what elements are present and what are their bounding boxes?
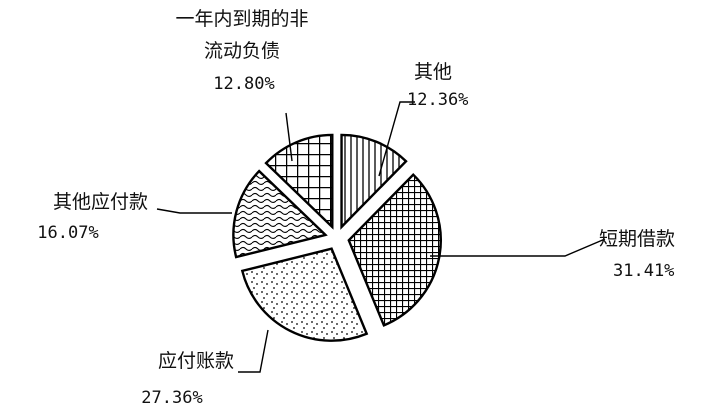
slice-short-term-loans [347,172,442,327]
slice-value-other: 12.36% [407,90,468,110]
slice-value-other-payables: 16.07% [37,223,98,243]
slice-label-other-payables: 其他应付款 [53,191,148,213]
slice-label-short-term-loans: 短期借款 [599,228,675,250]
labels-layer: 其他 12.36% 短期借款 31.41% 应付账款 27.36% 其他应付款 16.07% 一… [37,8,675,408]
slice-current-portion-noncurrent [264,133,334,230]
leader-line-accounts-payable [238,329,269,373]
leader-line-current-portion-noncurrent [285,112,293,162]
slice-value-current-portion-noncurrent: 12.80% [213,74,274,94]
leader-line-other-payables [156,208,232,214]
slice-label-current-portion-noncurrent-line-2: 流动负债 [204,40,280,62]
slice-other-payables [232,169,328,259]
leader-line-other [378,101,415,177]
slice-label-accounts-payable: 应付账款 [158,350,234,372]
slice-value-accounts-payable: 27.36% [141,388,202,408]
leader-line-short-term-loans [430,238,606,257]
slice-label-current-portion-noncurrent-line-1: 一年内到期的非 [175,8,308,30]
slices-layer [232,133,442,342]
slice-value-short-term-loans: 31.41% [613,261,674,281]
slice-other [340,133,408,230]
slice-label-other: 其他 [414,61,452,83]
slice-accounts-payable [240,247,369,342]
